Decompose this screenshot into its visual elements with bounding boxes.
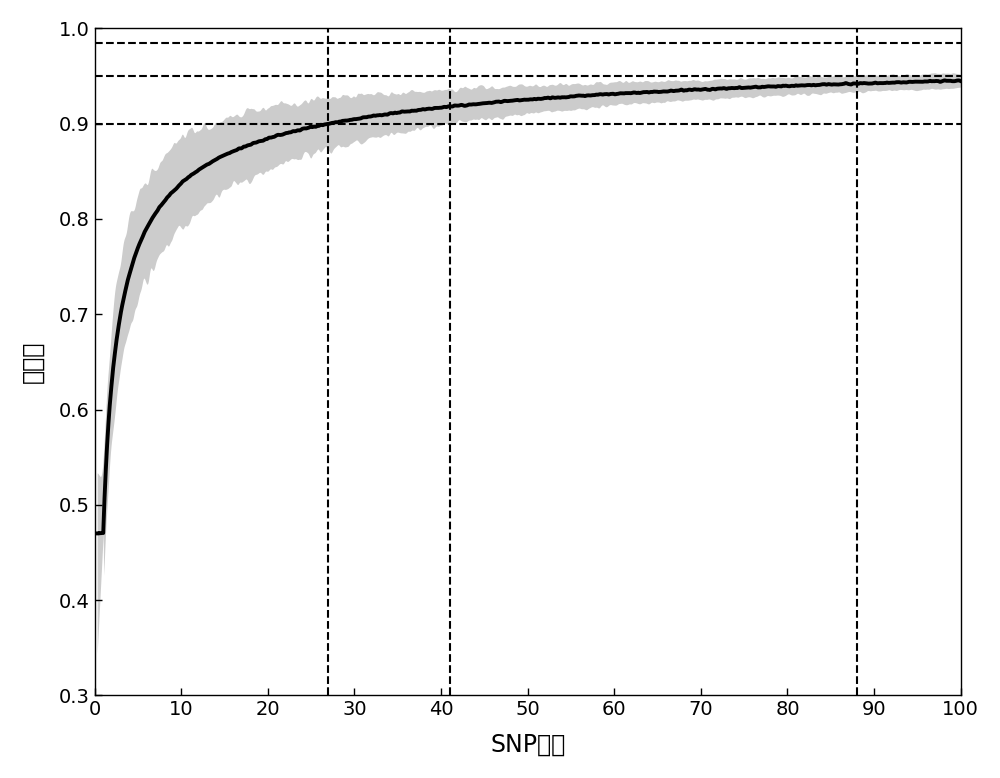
- X-axis label: SNP数量: SNP数量: [490, 733, 565, 757]
- Y-axis label: 准确率: 准确率: [21, 341, 45, 383]
